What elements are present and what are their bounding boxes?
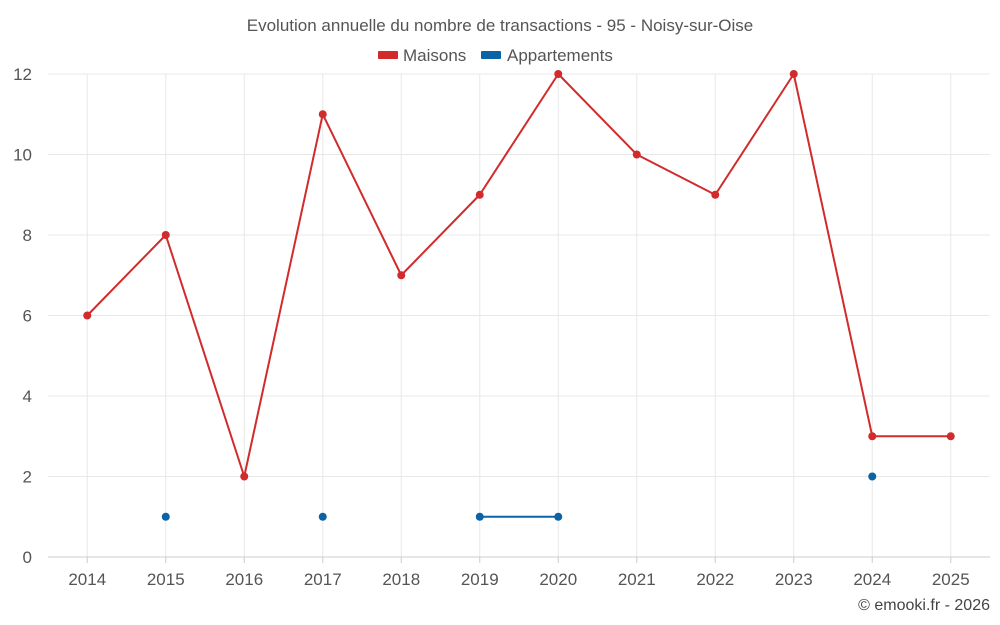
- chart-title: Evolution annuelle du nombre de transact…: [247, 16, 753, 35]
- x-tick-label: 2020: [539, 570, 577, 589]
- y-tick-label: 8: [23, 226, 32, 245]
- data-point-maisons[interactable]: [632, 150, 641, 159]
- series-line-maisons: [86, 73, 951, 478]
- x-tick-label: 2016: [225, 570, 263, 589]
- data-point-appartements[interactable]: [868, 472, 877, 481]
- y-tick-label: 12: [13, 65, 32, 84]
- data-point-maisons[interactable]: [711, 190, 720, 199]
- legend-item-appartements[interactable]: Appartements: [481, 46, 613, 65]
- x-tick-label: 2018: [382, 570, 420, 589]
- series-appartements: [161, 472, 877, 521]
- y-tick-label: 10: [13, 146, 32, 165]
- data-point-appartements[interactable]: [554, 512, 563, 521]
- legend: Maisons Appartements: [378, 46, 613, 65]
- data-point-maisons[interactable]: [868, 432, 877, 441]
- data-point-maisons[interactable]: [83, 311, 92, 320]
- x-tick-label: 2015: [147, 570, 185, 589]
- x-tick-label: 2021: [618, 570, 656, 589]
- x-tick-label: 2023: [775, 570, 813, 589]
- data-point-maisons[interactable]: [161, 231, 170, 239]
- data-point-maisons[interactable]: [554, 70, 563, 78]
- data-point-appartements[interactable]: [318, 512, 327, 521]
- x-tick-label: 2025: [932, 570, 970, 589]
- data-point-maisons[interactable]: [397, 271, 406, 280]
- credit-text: © emooki.fr - 2026: [858, 597, 990, 614]
- x-tick-label: 2019: [461, 570, 499, 589]
- data-point-appartements[interactable]: [475, 512, 484, 521]
- data-point-maisons[interactable]: [475, 190, 484, 199]
- y-tick-label: 2: [23, 468, 32, 487]
- series: [83, 70, 955, 521]
- series-maisons: [83, 70, 955, 481]
- data-point-maisons[interactable]: [240, 472, 249, 481]
- legend-item-maisons[interactable]: Maisons: [378, 46, 466, 65]
- legend-swatch-maisons: [378, 51, 398, 59]
- data-point-maisons[interactable]: [789, 70, 798, 78]
- legend-swatch-appartements: [481, 51, 501, 59]
- x-tick-label: 2022: [696, 570, 734, 589]
- axes: 0 2 4 6 8 10 12 2014 2015 2016 2017 2018 2019 2020 202…: [13, 65, 990, 589]
- x-tick-label: 2024: [853, 570, 891, 589]
- legend-label-maisons: Maisons: [403, 46, 466, 65]
- data-point-appartements[interactable]: [161, 512, 170, 521]
- legend-label-appartements: Appartements: [507, 46, 613, 65]
- x-tick-label: 2017: [304, 570, 342, 589]
- data-point-maisons[interactable]: [318, 110, 327, 119]
- y-tick-label: 6: [23, 307, 32, 326]
- y-tick-label: 0: [23, 548, 32, 567]
- x-tick-label: 2014: [68, 570, 106, 589]
- y-tick-label: 4: [23, 387, 32, 406]
- grid: [48, 73, 990, 557]
- data-point-maisons[interactable]: [946, 432, 955, 441]
